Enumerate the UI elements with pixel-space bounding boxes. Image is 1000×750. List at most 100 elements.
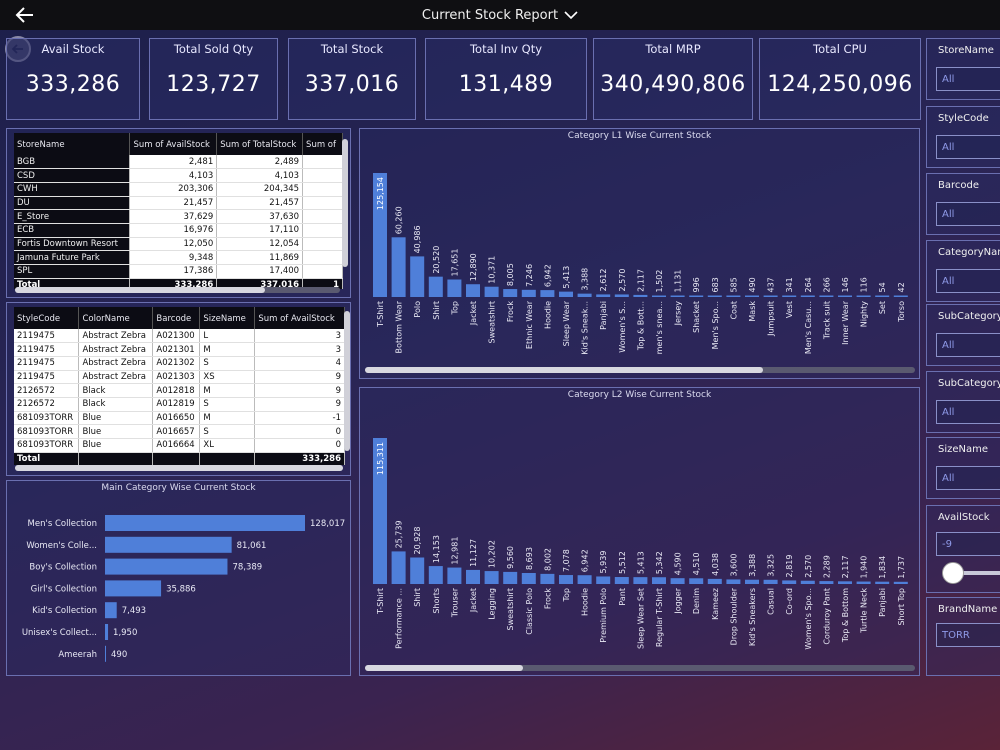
chart-bar[interactable] (875, 581, 890, 584)
chart-bar[interactable] (838, 581, 852, 584)
style-table[interactable]: StyleCode ColorName Barcode SizeName Sum… (14, 307, 345, 465)
chart-bar[interactable] (484, 571, 499, 584)
chart-bar[interactable] (105, 602, 117, 619)
store-table-hscroll[interactable] (15, 287, 340, 293)
chart-bar[interactable] (875, 295, 890, 298)
table-row[interactable]: SPL 17,386 17,400 (14, 264, 343, 279)
chart-bar[interactable] (652, 295, 666, 298)
table-row[interactable]: E_Store 37,629 37,630 (14, 209, 343, 224)
chart-bar[interactable] (521, 289, 536, 297)
chart-bar[interactable] (893, 581, 908, 584)
table-row[interactable]: DU 21,457 21,457 (14, 196, 343, 211)
chart-bar[interactable] (503, 289, 518, 297)
chart-bar[interactable] (105, 624, 109, 640)
chart-bar[interactable] (596, 576, 611, 584)
column-header[interactable]: Sum of AvailStock (129, 133, 218, 155)
chart-bar[interactable] (689, 578, 704, 584)
chart-bar[interactable] (782, 580, 797, 584)
chart-bar[interactable] (540, 573, 555, 584)
back-arrow-icon[interactable] (14, 4, 36, 26)
report-title-dropdown[interactable]: Current Stock Report (422, 8, 578, 23)
column-header[interactable]: Sum of (302, 133, 343, 155)
store-table-vscroll[interactable] (342, 139, 348, 267)
chart-bar[interactable] (726, 295, 741, 298)
column-header[interactable]: ColorName (78, 307, 154, 329)
chart-bar[interactable] (521, 572, 536, 584)
availstock-slider-track[interactable] (952, 571, 1000, 575)
column-header[interactable]: Sum of TotalStock (216, 133, 304, 155)
table-row[interactable]: 2126572 Black A012818 M 9 (14, 383, 345, 398)
chart-bar[interactable] (559, 575, 573, 584)
chart-bar[interactable] (614, 294, 629, 297)
chart-bar[interactable] (707, 295, 722, 298)
chart-bar[interactable] (105, 515, 305, 531)
chart-bar[interactable] (447, 279, 462, 297)
stylecode-dropdown[interactable]: All (936, 135, 1000, 159)
subcategory-dropdown[interactable]: All (936, 400, 1000, 424)
table-row[interactable]: ECB 16,976 17,110 (14, 223, 343, 238)
chart-bar[interactable] (614, 577, 629, 584)
chart-bar[interactable] (707, 578, 722, 584)
chart-bar[interactable] (689, 295, 704, 298)
main-category-chart[interactable]: Men's Collection 128,017 Women's Colle... 8… (7, 495, 350, 675)
chart-bar[interactable] (819, 295, 834, 298)
store-table[interactable]: StoreName Sum of AvailStock Sum of Total… (14, 133, 343, 289)
table-row[interactable]: 2126572 Black A012819 S 9 (14, 397, 345, 412)
column-header[interactable]: SizeName (199, 307, 256, 329)
chart-bar[interactable] (503, 571, 518, 584)
chart-bar[interactable] (745, 579, 759, 584)
chart-bar[interactable] (596, 294, 611, 297)
column-header[interactable]: Sum of AvailStock (254, 307, 345, 329)
table-row[interactable]: 2119475 Abstract Zebra A021303 XS 9 (14, 370, 345, 385)
chart-bar[interactable] (391, 237, 406, 297)
chart-bar[interactable] (466, 569, 480, 584)
chart-bar[interactable] (893, 295, 908, 298)
barcode-dropdown[interactable]: All (936, 202, 1000, 226)
chart-bar[interactable] (540, 290, 555, 297)
table-row[interactable]: 681093TORR Blue A016664 XL 0 (14, 438, 345, 453)
chart-bar[interactable] (373, 438, 387, 584)
l1-chart-hscroll[interactable] (365, 367, 915, 373)
chart-bar[interactable] (484, 286, 499, 297)
column-header[interactable]: Barcode (152, 307, 201, 329)
l2-chart-hscroll[interactable] (365, 665, 915, 671)
chart-bar[interactable] (652, 577, 666, 584)
chart-bar[interactable] (838, 295, 852, 298)
categoryname-dropdown[interactable]: All (936, 269, 1000, 293)
chart-bar[interactable] (105, 536, 232, 553)
category-l2-chart[interactable]: 115,311 T-Shirt 25,739 Performance ... 20,92… (360, 402, 919, 672)
chart-bar[interactable] (763, 579, 778, 584)
chart-bar[interactable] (577, 575, 592, 584)
table-row[interactable]: CSD 4,103 4,103 (14, 168, 343, 183)
brandname-dropdown[interactable]: TORR (936, 623, 1000, 647)
chart-bar[interactable] (763, 295, 778, 298)
chart-bar[interactable] (745, 295, 759, 298)
chart-bar[interactable] (410, 557, 425, 584)
availstock-min-input[interactable]: -9 (936, 532, 1000, 556)
chart-bar[interactable] (856, 581, 871, 584)
chart-bar[interactable] (428, 566, 443, 584)
chart-bar[interactable] (105, 580, 162, 597)
chart-bar[interactable] (373, 173, 387, 297)
chart-bar[interactable] (670, 578, 685, 584)
chart-bar[interactable] (856, 295, 871, 298)
chart-bar[interactable] (105, 645, 106, 662)
table-row[interactable]: BGB 2,481 2,489 (14, 155, 343, 170)
subcategory-dropdown[interactable]: All (936, 333, 1000, 357)
chart-bar[interactable] (800, 295, 815, 298)
availstock-slider-handle[interactable] (942, 562, 964, 584)
table-row[interactable]: 681093TORR Blue A016650 M -1 (14, 411, 345, 426)
storename-dropdown[interactable]: All (936, 67, 1000, 91)
table-row[interactable]: 2119475 Abstract Zebra A021302 S 4 (14, 356, 345, 371)
chart-bar[interactable] (105, 558, 228, 575)
table-row[interactable]: Fortis Downtown Resort 12,050 12,054 (14, 237, 343, 252)
chart-bar[interactable] (577, 293, 592, 297)
column-header[interactable]: StoreName (14, 133, 131, 155)
chart-bar[interactable] (391, 551, 406, 584)
chart-bar[interactable] (428, 276, 443, 297)
chart-bar[interactable] (410, 256, 425, 297)
chart-bar[interactable] (447, 567, 462, 584)
chart-bar[interactable] (819, 581, 834, 584)
chart-bar[interactable] (633, 577, 648, 584)
table-row[interactable]: Jamuna Future Park 9,348 11,869 (14, 250, 343, 265)
